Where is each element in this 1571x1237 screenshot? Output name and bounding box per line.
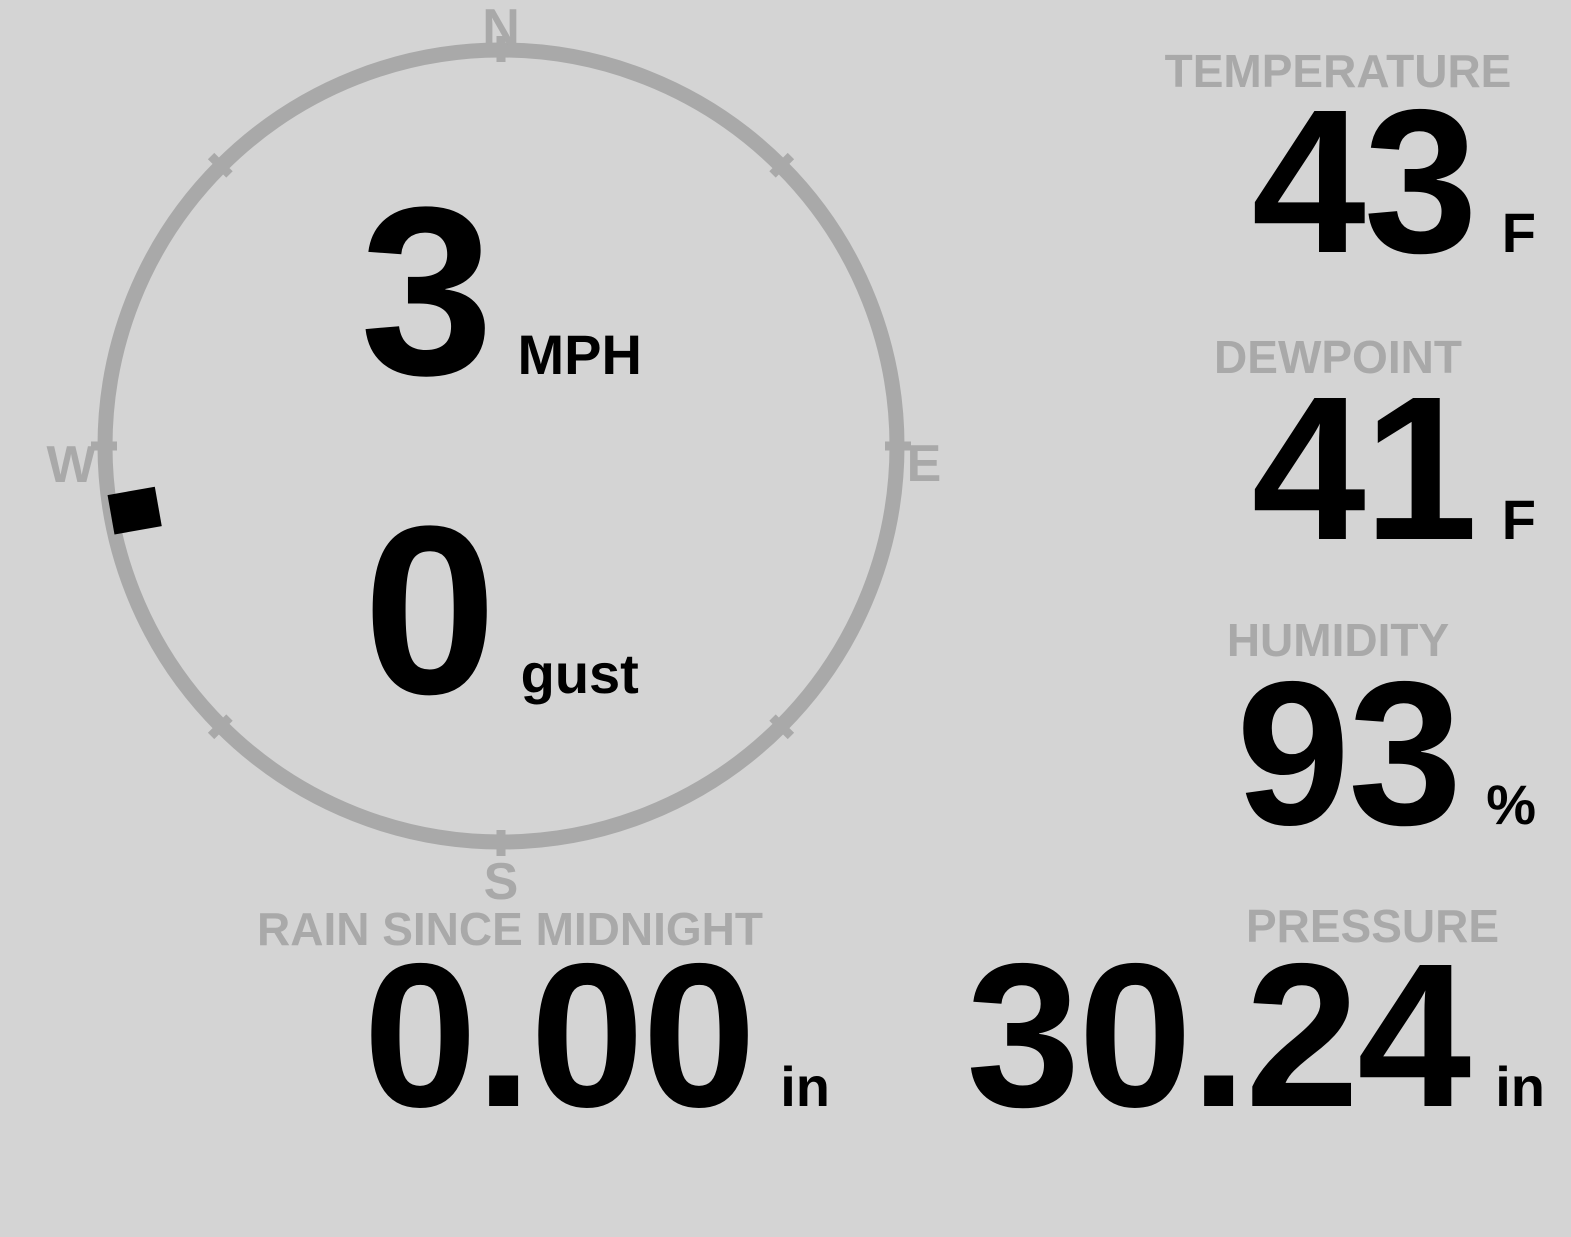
temperature-value: 43 bbox=[1251, 67, 1478, 296]
dewpoint-unit: F bbox=[1501, 488, 1536, 551]
compass-tick bbox=[207, 714, 233, 740]
compass-tick bbox=[769, 152, 795, 178]
humidity-unit: % bbox=[1486, 773, 1536, 836]
wind-gust-label: gust bbox=[520, 642, 639, 705]
compass-tick bbox=[769, 714, 795, 740]
temperature-readout: 43 F bbox=[1040, 79, 1536, 284]
temperature-unit: F bbox=[1501, 201, 1536, 264]
humidity-readout: 93 % bbox=[1040, 651, 1536, 856]
rain-value: 0.00 bbox=[363, 921, 756, 1150]
humidity-label: HUMIDITY bbox=[1226, 614, 1450, 666]
wind-speed-value: 3 bbox=[360, 157, 493, 425]
dewpoint-readout: 41 F bbox=[1040, 366, 1536, 571]
pressure-unit: in bbox=[1495, 1055, 1545, 1118]
dewpoint-value: 41 bbox=[1251, 354, 1478, 583]
rain-unit: in bbox=[780, 1055, 830, 1118]
temperature-label: TEMPERATURE bbox=[1164, 45, 1512, 97]
compass-tick bbox=[207, 152, 233, 178]
compass-ticks bbox=[91, 36, 911, 856]
wind-gust-value: 0 bbox=[363, 476, 496, 744]
pressure-readout: 30.24 in bbox=[860, 933, 1545, 1138]
cardinal-west-label: W bbox=[46, 436, 96, 494]
wind-speed-readout: 3 MPH bbox=[101, 171, 901, 411]
pressure-value: 30.24 bbox=[966, 921, 1471, 1150]
humidity-value: 93 bbox=[1236, 639, 1462, 868]
cardinal-south-label: S bbox=[484, 853, 519, 911]
wind-speed-unit: MPH bbox=[517, 323, 642, 386]
cardinal-east-label: E bbox=[907, 435, 942, 493]
wind-direction-marker bbox=[107, 486, 162, 535]
cardinal-north-label: N bbox=[482, 0, 520, 57]
rain-label: RAIN SINCE MIDNIGHT bbox=[257, 903, 763, 955]
pressure-label: PRESSURE bbox=[1245, 900, 1500, 952]
rain-readout: 0.00 in bbox=[190, 933, 830, 1138]
wind-gust-readout: 0 gust bbox=[101, 490, 901, 730]
dewpoint-label: DEWPOINT bbox=[1214, 331, 1462, 383]
